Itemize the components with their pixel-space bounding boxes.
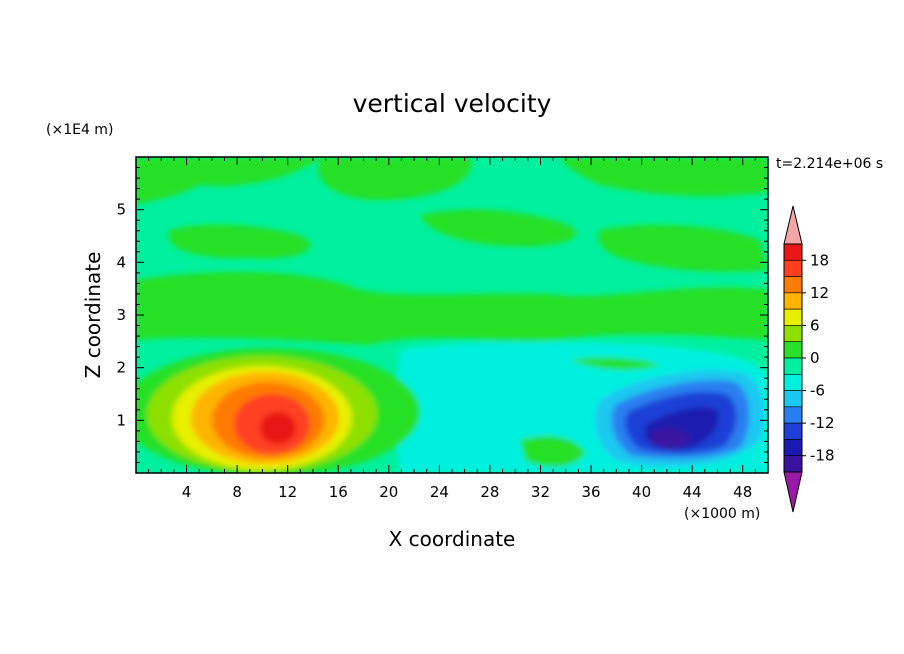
colorbar-tick-label: -18 (810, 447, 835, 465)
colorbar-tick-label: -6 (810, 382, 825, 400)
x-tick-label: 44 (683, 483, 702, 501)
contour-field (136, 157, 768, 473)
y-axis-title: Z coordinate (81, 252, 105, 379)
green-patch (318, 157, 472, 200)
colorbar-band (783, 292, 803, 310)
colorbar-band (783, 243, 803, 261)
colorbar-band (783, 455, 803, 473)
x-unit-label: (×1000 m) (684, 506, 760, 522)
green-patch (520, 436, 585, 467)
colorbar-arrow-high (783, 205, 803, 245)
colorbar-band (783, 390, 803, 408)
x-tick-label: 40 (632, 483, 651, 501)
y-tick-label: 2 (116, 359, 126, 377)
colorbar-band (783, 357, 803, 375)
chart-title: vertical velocity (353, 89, 552, 118)
colorbar-band (783, 373, 803, 391)
x-tick-label: 16 (329, 483, 348, 501)
x-tick-label: 48 (733, 483, 752, 501)
x-tick-label: 4 (182, 483, 192, 501)
y-tick-label: 4 (116, 253, 126, 271)
colorbar-band (783, 439, 803, 457)
x-ticks: 4 8 12 16 20 24 28 32 36 40 44 48 (148, 157, 756, 501)
colorbar-band (783, 276, 803, 294)
downdraft-core (650, 428, 690, 448)
colorbar-band (783, 259, 803, 277)
green-patch (570, 357, 660, 370)
colorbar-band (783, 422, 803, 440)
y-tick-label: 3 (116, 306, 126, 324)
green-patch (560, 157, 768, 197)
time-label: t=2.214e+06 s (776, 156, 883, 172)
x-tick-label: 8 (232, 483, 242, 501)
colorbar-tick-label: -12 (810, 414, 835, 432)
colorbar-band (783, 406, 803, 424)
green-patch (420, 209, 577, 247)
colorbar-tick-label: 6 (810, 316, 820, 334)
colorbar-tick-label: 12 (810, 284, 829, 302)
green-patch (598, 224, 768, 272)
y-ticks: 1 2 3 4 5 (116, 167, 768, 463)
updraft-level (260, 412, 296, 444)
x-tick-label: 12 (278, 483, 297, 501)
colorbar: 18 12 6 0 -6 -12 -18 (783, 205, 835, 513)
colorbar-arrow-low (783, 471, 803, 513)
colorbar-band (783, 325, 803, 343)
y-tick-label: 5 (116, 201, 126, 219)
colorbar-tick-label: 18 (810, 251, 829, 269)
y-tick-label: 1 (116, 411, 126, 429)
colorbar-band (783, 341, 803, 359)
green-patch (168, 224, 311, 259)
x-tick-label: 36 (581, 483, 600, 501)
colorbar-tick-label: 0 (810, 349, 820, 367)
colorbar-band (783, 308, 803, 326)
x-tick-label: 24 (430, 483, 449, 501)
green-patch (136, 157, 320, 205)
y-unit-label: (×1E4 m) (46, 122, 113, 138)
x-tick-label: 20 (379, 483, 398, 501)
x-tick-label: 28 (480, 483, 499, 501)
x-axis-title: X coordinate (389, 527, 516, 551)
x-tick-label: 32 (531, 483, 550, 501)
green-patch (136, 271, 768, 345)
